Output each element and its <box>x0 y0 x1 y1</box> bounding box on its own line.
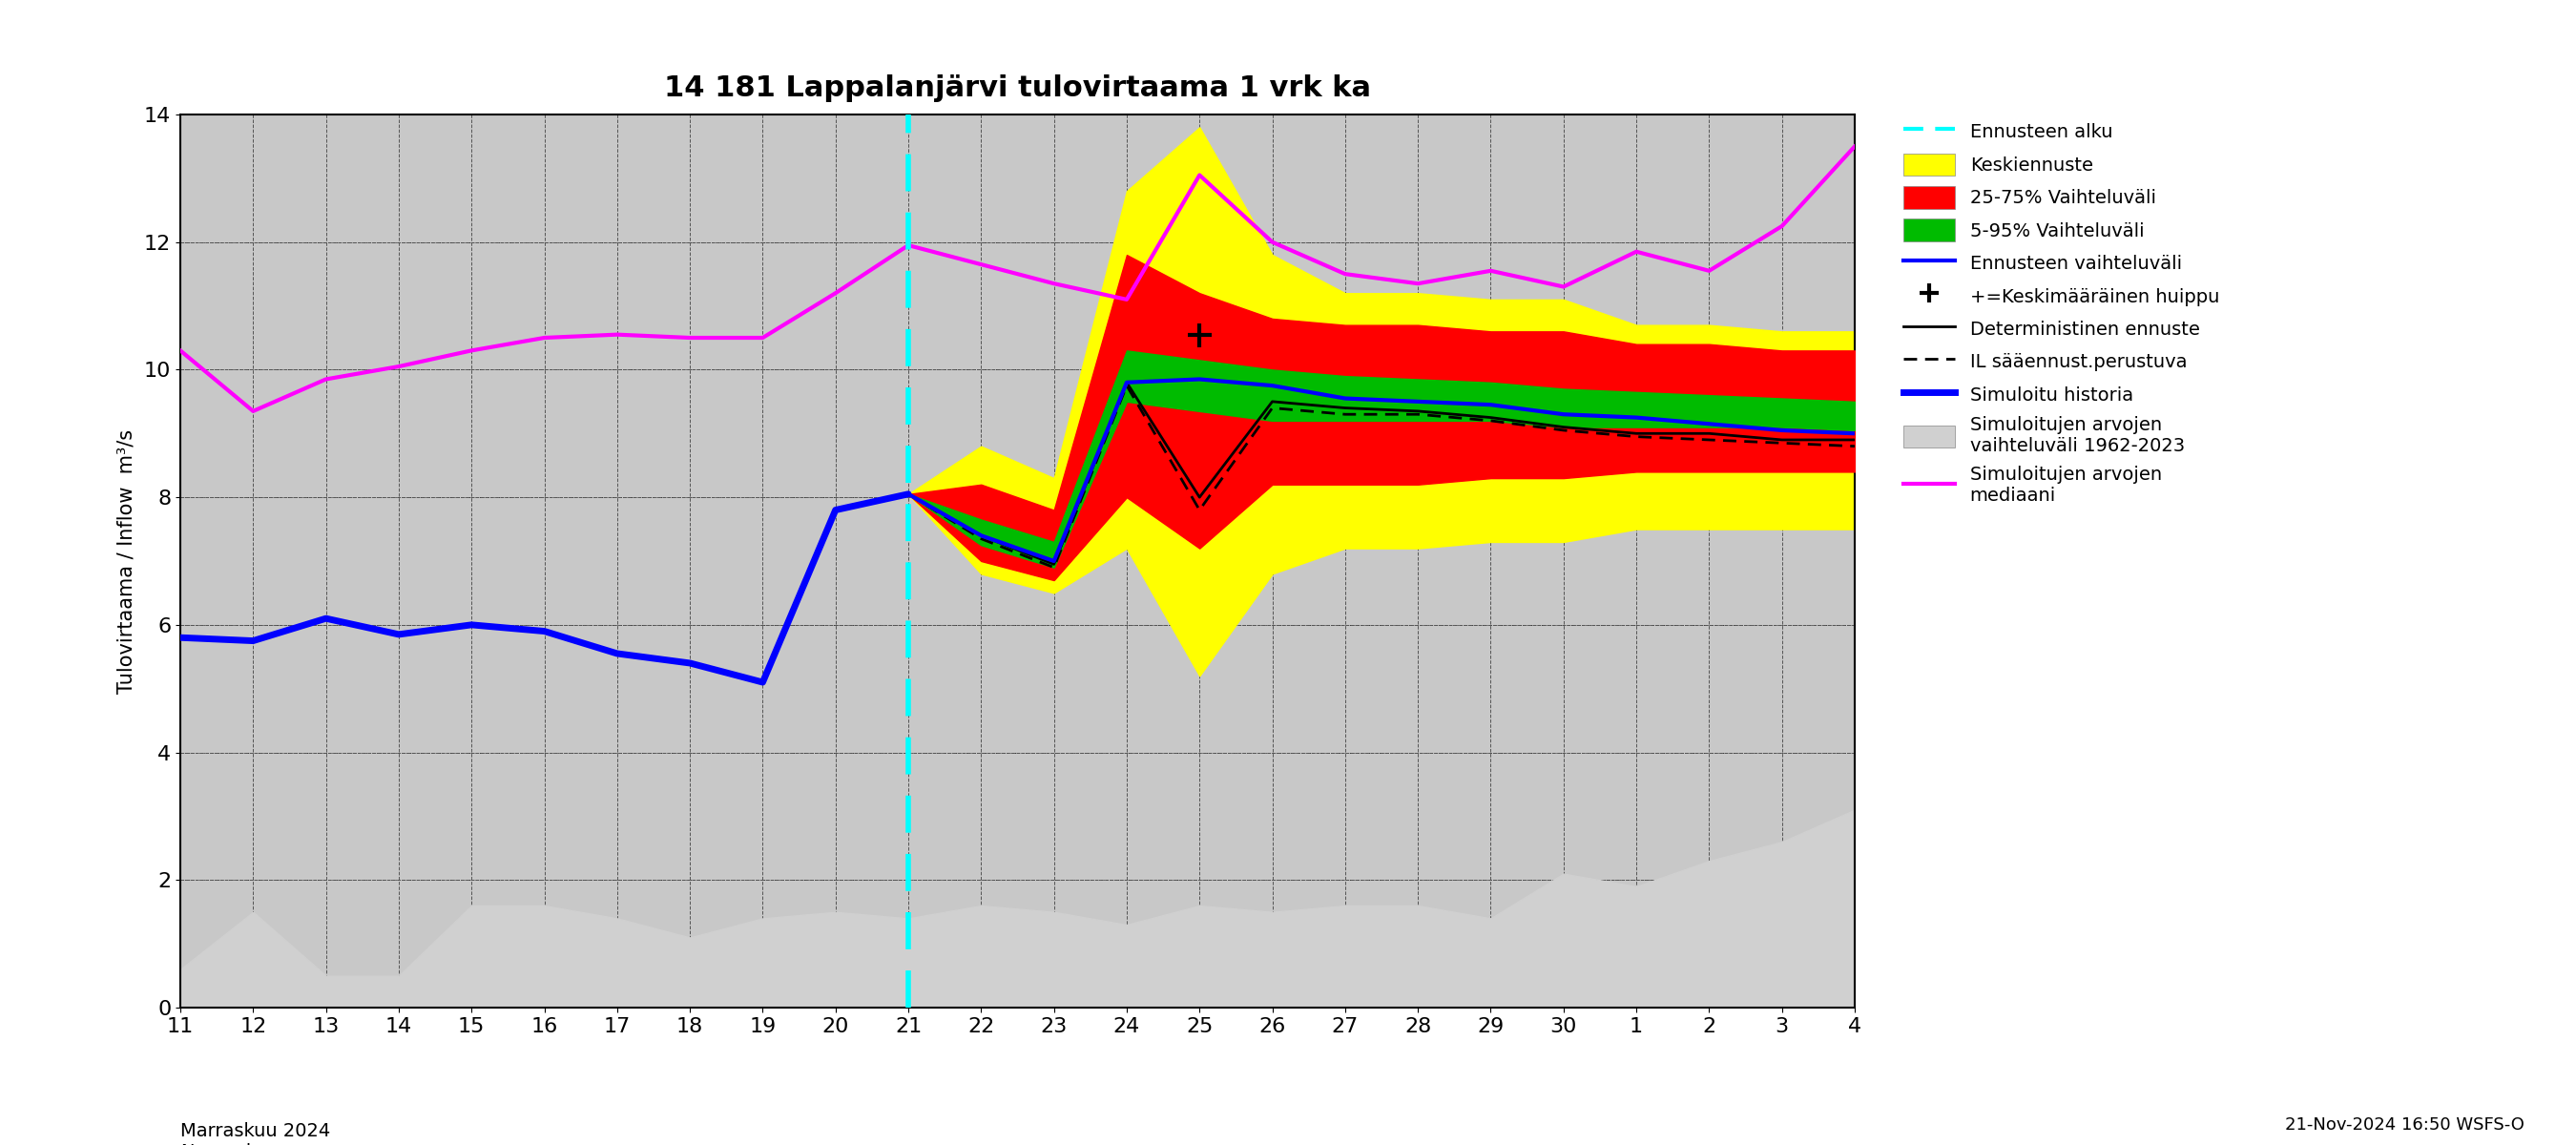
Title: 14 181 Lappalanjärvi tulovirtaama 1 vrk ka: 14 181 Lappalanjärvi tulovirtaama 1 vrk … <box>665 74 1370 102</box>
Text: 21-Nov-2024 16:50 WSFS-O: 21-Nov-2024 16:50 WSFS-O <box>2285 1116 2524 1134</box>
Y-axis label: Tulovirtaama / Inflow  m³/s: Tulovirtaama / Inflow m³/s <box>116 429 137 693</box>
Legend: Ennusteen alku, Keskiennuste, 25-75% Vaihteluväli, 5-95% Vaihteluväli, Ennusteen: Ennusteen alku, Keskiennuste, 25-75% Vai… <box>1899 114 2226 510</box>
Text: Marraskuu 2024
November: Marraskuu 2024 November <box>180 1122 330 1145</box>
